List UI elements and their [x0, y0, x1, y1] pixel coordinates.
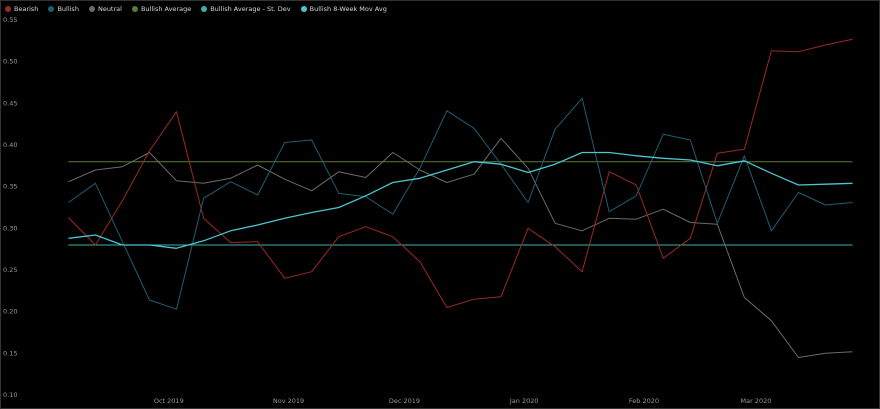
legend-item-bearish[interactable]: Bearish	[5, 5, 38, 13]
legend-item-bullish-mov-avg[interactable]: Bullish 8-Week Mov Avg	[300, 5, 387, 13]
legend-label-bullish-average-stdev: Bullish Average - St. Dev	[210, 5, 291, 13]
y-tick-label: 0.10	[3, 391, 17, 399]
legend-label-bearish: Bearish	[14, 5, 39, 13]
series-line-neutral[interactable]	[68, 137, 853, 358]
legend-swatch-bearish	[5, 6, 11, 12]
series-line-bearish[interactable]	[68, 38, 853, 308]
legend-swatch-bullish-mov-avg	[300, 6, 307, 12]
legend-item-bullish-average[interactable]: Bullish Average	[131, 5, 192, 13]
y-tick-label: 0.40	[3, 141, 17, 149]
x-tick-label: Dec 2019	[389, 397, 420, 405]
legend: Bearish Bullish Neutral Bullish Average …	[5, 5, 387, 13]
y-tick-label: 0.45	[3, 99, 17, 107]
x-tick-label: Mar 2020	[741, 397, 772, 405]
legend-item-bullish-average-stdev[interactable]: Bullish Average - St. Dev	[201, 5, 291, 13]
legend-item-neutral[interactable]: Neutral	[88, 5, 122, 13]
y-tick-label: 0.50	[3, 58, 17, 66]
y-tick-label: 0.55	[3, 16, 17, 24]
legend-label-bullish-average: Bullish Average	[140, 5, 192, 13]
legend-swatch-bullish-average	[131, 6, 138, 12]
legend-item-bullish[interactable]: Bullish	[48, 5, 79, 13]
x-tick-label: Nov 2019	[273, 397, 304, 405]
x-tick-label: Feb 2020	[629, 397, 659, 405]
series-line-bullish-8-week-mov-avg[interactable]	[68, 151, 853, 249]
series-line-bullish[interactable]	[68, 97, 853, 310]
legend-swatch-bullish	[48, 6, 55, 12]
y-tick-label: 0.25	[3, 266, 17, 274]
legend-label-neutral: Neutral	[97, 5, 122, 13]
y-tick-label: 0.30	[3, 224, 17, 232]
y-tick-label: 0.15	[3, 349, 17, 357]
y-tick-label: 0.35	[3, 183, 17, 191]
legend-swatch-neutral	[88, 6, 95, 12]
legend-label-bullish: Bullish	[57, 5, 79, 13]
legend-swatch-bullish-average-stdev	[201, 6, 208, 12]
y-tick-label: 0.20	[3, 308, 17, 316]
legend-label-bullish-mov-avg: Bullish 8-Week Mov Avg	[309, 5, 387, 13]
x-tick-label: Oct 2019	[154, 397, 184, 405]
x-tick-label: Jan 2020	[509, 397, 539, 405]
